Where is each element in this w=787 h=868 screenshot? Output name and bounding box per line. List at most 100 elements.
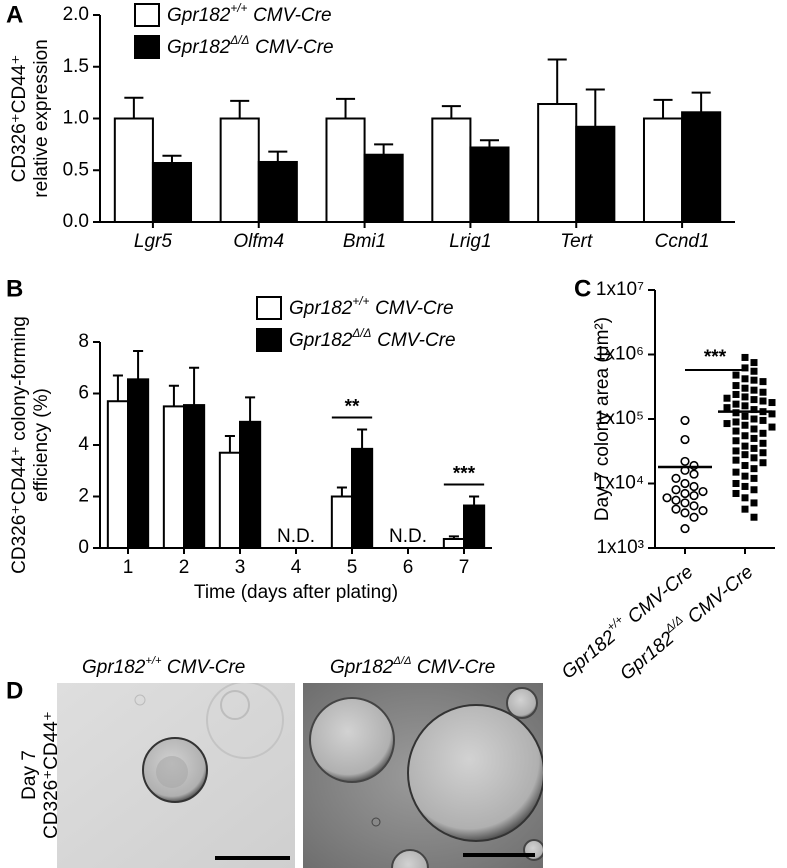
y-axis-label: Day 7 colony area (μm²): [592, 317, 613, 521]
panel-letter: B: [6, 275, 23, 302]
point: [732, 371, 740, 379]
gene: Gpr182: [616, 628, 678, 685]
point: [750, 454, 758, 462]
genotype: Δ/Δ: [229, 34, 249, 47]
point: [750, 465, 758, 473]
point: [680, 415, 690, 426]
x-axis-label: Time (days after plating): [194, 582, 398, 603]
point: [680, 456, 690, 467]
point: [741, 393, 749, 401]
point: [741, 402, 749, 410]
point: [741, 375, 749, 383]
point: [759, 449, 767, 457]
point: [680, 523, 690, 534]
bar: [469, 146, 510, 223]
x-tick-label: 5: [347, 557, 358, 578]
bar: [325, 117, 366, 223]
gene: Gpr182: [289, 298, 353, 319]
x-tick-label: 6: [403, 557, 414, 578]
point: [741, 505, 749, 513]
point: [768, 423, 776, 431]
bar: [431, 117, 472, 223]
point: [759, 439, 767, 447]
y-tick-label: 0: [78, 537, 89, 558]
genotype-label: Gpr182Δ/Δ CMV-Cre: [330, 655, 495, 678]
y-tick-label: 1.5: [63, 56, 89, 77]
point: [732, 480, 740, 487]
point: [671, 485, 681, 495]
bar: [642, 117, 684, 223]
annotation: N.D.: [389, 526, 427, 547]
bar: [219, 117, 260, 223]
significance: ***: [453, 464, 476, 485]
error-bar: [133, 350, 144, 380]
error-bar: [189, 366, 200, 406]
point: [732, 456, 740, 464]
bar: [151, 162, 193, 224]
driver: CMV-Cre: [375, 298, 453, 319]
gene: Gpr182: [289, 330, 353, 351]
point: [680, 488, 690, 499]
error-bar: [469, 495, 480, 506]
bar: [463, 504, 486, 550]
bar: [575, 125, 616, 223]
error-bar: [112, 374, 123, 402]
y-tick-label: 1.0: [63, 108, 89, 129]
bar: [351, 447, 374, 549]
bar: [106, 400, 129, 549]
x-tick-label: Tert: [560, 231, 593, 252]
point: [741, 384, 749, 392]
error-bar: [336, 486, 347, 497]
legend-swatch: [256, 296, 282, 320]
genotype: Δ/Δ: [351, 327, 371, 340]
error-bar: [691, 91, 711, 113]
point: [741, 472, 749, 480]
gene: Gpr182: [82, 657, 146, 678]
error-bar: [124, 96, 144, 119]
point: [741, 462, 749, 470]
point: [680, 508, 690, 518]
point: [671, 504, 681, 514]
point: [732, 390, 740, 398]
point: [750, 406, 758, 414]
point: [759, 378, 767, 386]
micrograph: [57, 683, 295, 868]
point: [723, 394, 731, 402]
point: [759, 429, 767, 437]
x-tick-label: 4: [291, 557, 302, 578]
bar: [363, 153, 404, 224]
x-tick-label: 7: [459, 557, 470, 578]
point: [689, 469, 699, 479]
bar: [681, 111, 722, 223]
point: [750, 359, 758, 367]
bar: [239, 420, 262, 550]
gene: Gpr182: [558, 626, 620, 683]
bar: [257, 160, 298, 223]
significance: **: [345, 397, 360, 418]
driver: CMV-Cre: [255, 37, 333, 58]
driver: CMV-Cre: [377, 330, 455, 351]
error-bar: [585, 88, 605, 127]
point: [689, 490, 699, 501]
bar: [127, 378, 150, 549]
micrograph: [303, 683, 543, 868]
error-bar: [268, 150, 288, 162]
genotype-label: Gpr182Δ/Δ CMV-Cre: [289, 327, 456, 351]
x-tick-label: 2: [179, 557, 190, 578]
y-tick-label: 2.0: [63, 4, 89, 25]
bar: [113, 117, 154, 223]
point: [741, 412, 749, 420]
y-tick-label: 6: [78, 383, 89, 404]
bar: [218, 451, 241, 550]
driver: CMV-Cre: [624, 562, 698, 629]
point: [741, 421, 749, 429]
point: [750, 474, 758, 482]
point: [732, 382, 740, 390]
point: [741, 442, 749, 450]
y-tick-label: 0.0: [63, 211, 89, 232]
point: [750, 415, 758, 423]
y-tick-label: 0.5: [63, 159, 89, 180]
error-bar: [374, 143, 394, 155]
point: [750, 434, 758, 442]
